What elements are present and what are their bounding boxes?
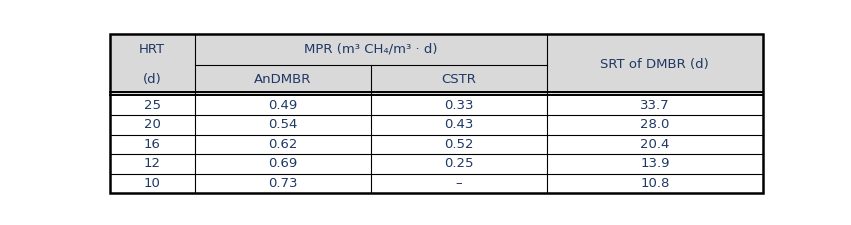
Bar [547, 115, 762, 135]
Text: CSTR: CSTR [442, 73, 477, 86]
Text: 0.49: 0.49 [268, 99, 297, 112]
Bar [110, 95, 195, 115]
Text: 0.69: 0.69 [268, 158, 297, 170]
Text: HRT

(d): HRT (d) [139, 43, 165, 86]
Text: 10: 10 [144, 177, 161, 190]
Text: 0.62: 0.62 [268, 138, 297, 151]
Text: 33.7: 33.7 [640, 99, 670, 112]
Text: 0.73: 0.73 [268, 177, 298, 190]
Bar [195, 154, 371, 174]
Bar [195, 174, 371, 193]
Bar [195, 34, 547, 65]
Bar [195, 95, 371, 115]
Bar [547, 135, 762, 154]
Text: 20.4: 20.4 [640, 138, 670, 151]
Bar [195, 65, 371, 95]
Bar [371, 154, 547, 174]
Bar [547, 95, 762, 115]
Bar [110, 115, 195, 135]
Bar [371, 135, 547, 154]
Text: 28.0: 28.0 [640, 118, 670, 131]
Text: 16: 16 [144, 138, 161, 151]
Bar [371, 95, 547, 115]
Text: 12: 12 [144, 158, 161, 170]
Bar [371, 174, 547, 193]
Bar [110, 135, 195, 154]
Text: 20: 20 [144, 118, 161, 131]
Text: –: – [455, 177, 462, 190]
Text: MPR (m³ CH₄/m³ · d): MPR (m³ CH₄/m³ · d) [304, 43, 437, 56]
Text: 0.43: 0.43 [444, 118, 474, 131]
Text: 10.8: 10.8 [640, 177, 670, 190]
Bar [195, 115, 371, 135]
Bar [547, 174, 762, 193]
Bar [110, 34, 195, 95]
Bar [110, 154, 195, 174]
Text: SRT of DMBR (d): SRT of DMBR (d) [601, 58, 709, 71]
Text: 13.9: 13.9 [640, 158, 670, 170]
Bar [371, 65, 547, 95]
Text: 0.25: 0.25 [444, 158, 474, 170]
Text: 0.33: 0.33 [444, 99, 474, 112]
Bar [195, 135, 371, 154]
Bar [547, 34, 762, 95]
Text: 25: 25 [144, 99, 161, 112]
Bar [371, 115, 547, 135]
Text: 0.54: 0.54 [268, 118, 297, 131]
Text: AnDMBR: AnDMBR [254, 73, 311, 86]
Bar [547, 154, 762, 174]
Bar [110, 174, 195, 193]
Text: 0.52: 0.52 [444, 138, 474, 151]
